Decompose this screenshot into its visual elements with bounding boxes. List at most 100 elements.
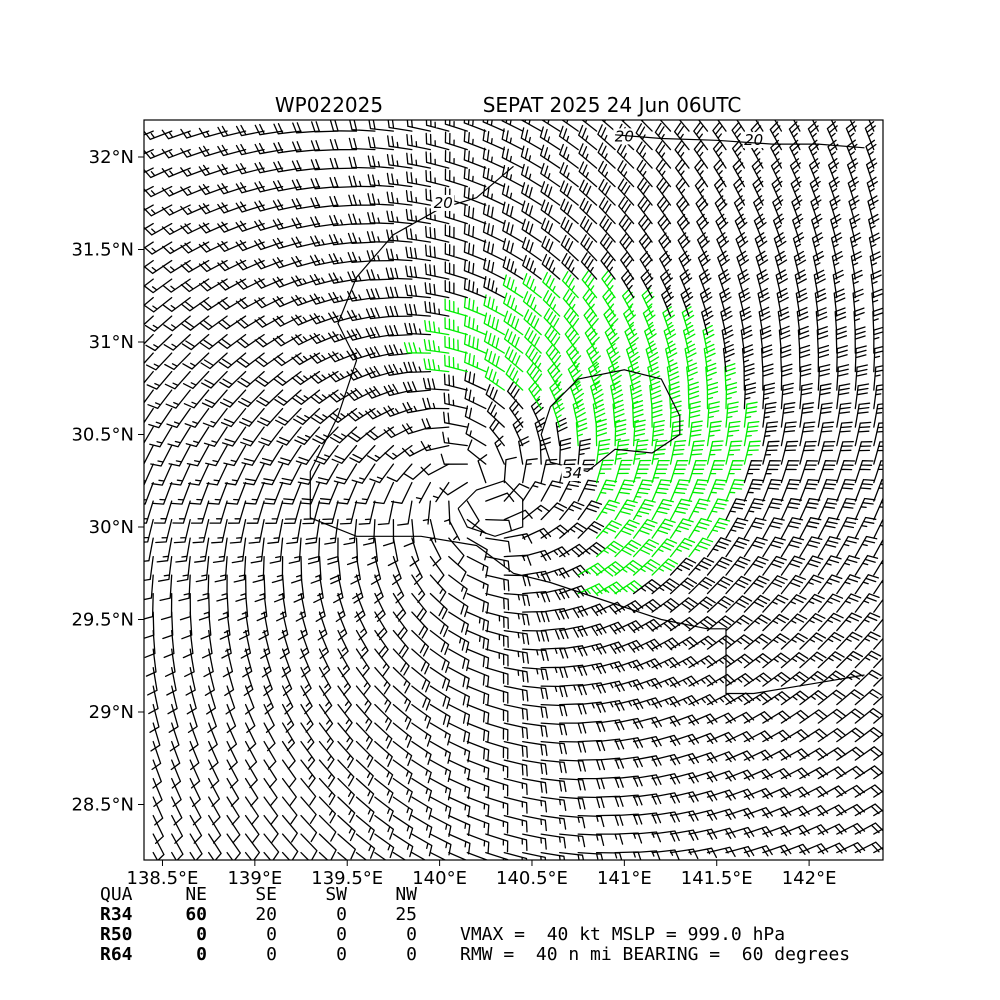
wind-barb bbox=[632, 479, 654, 502]
wind-barb bbox=[315, 592, 326, 622]
wind-barb bbox=[448, 833, 471, 855]
wind-barb bbox=[162, 278, 191, 293]
wind-barb bbox=[187, 703, 198, 734]
wind-barb bbox=[688, 732, 718, 744]
wind-barb bbox=[817, 536, 841, 558]
wind-barb bbox=[743, 691, 773, 706]
wind-barb bbox=[339, 500, 358, 525]
wind-barb bbox=[162, 259, 191, 274]
wind-barb bbox=[503, 740, 528, 758]
wind-barb bbox=[485, 518, 513, 532]
wind-barb bbox=[144, 611, 155, 639]
wind-barb bbox=[482, 120, 505, 132]
wind-barb bbox=[549, 380, 565, 410]
wind-barb bbox=[635, 141, 653, 169]
wind-barb bbox=[448, 703, 471, 726]
wind-barb bbox=[706, 498, 729, 521]
wind-barb bbox=[489, 418, 505, 447]
wind-barb bbox=[466, 500, 480, 530]
wind-barb bbox=[313, 444, 339, 465]
wind-barb bbox=[520, 145, 542, 169]
wind-barb bbox=[244, 796, 260, 825]
wind-barb bbox=[152, 796, 164, 826]
wind-barb bbox=[614, 499, 638, 521]
wind-barb bbox=[799, 651, 827, 669]
wind-barb bbox=[466, 685, 490, 706]
wind-barb bbox=[522, 481, 546, 502]
wind-barb bbox=[614, 479, 636, 502]
wind-barb bbox=[185, 426, 210, 448]
wind-barb bbox=[411, 814, 433, 839]
wind-barb bbox=[209, 500, 228, 524]
wind-barb bbox=[171, 814, 184, 844]
wind-barb bbox=[405, 265, 432, 280]
wind-barb bbox=[540, 814, 567, 830]
wind-barb bbox=[183, 389, 210, 409]
wind-barb bbox=[390, 481, 413, 504]
wind-barb bbox=[151, 740, 162, 771]
wind-barb bbox=[651, 558, 679, 576]
wind-barb bbox=[384, 324, 413, 337]
wind-barb bbox=[365, 326, 395, 339]
wind-barb bbox=[244, 481, 265, 505]
wind-barb bbox=[864, 121, 876, 151]
wind-barb bbox=[483, 330, 505, 354]
wind-barb bbox=[578, 179, 598, 206]
wind-barb bbox=[269, 537, 284, 564]
wind-barb bbox=[256, 389, 284, 407]
wind-barb bbox=[743, 826, 773, 838]
wind-barb bbox=[144, 463, 154, 486]
wind-barb bbox=[198, 203, 228, 215]
wind-barb bbox=[318, 722, 334, 751]
wind-barb bbox=[409, 537, 420, 567]
wind-barb bbox=[148, 407, 173, 429]
wind-barb bbox=[577, 562, 607, 576]
wind-barb bbox=[485, 384, 505, 410]
wind-barb bbox=[799, 670, 827, 687]
wind-barb bbox=[145, 333, 173, 352]
wind-barb bbox=[577, 521, 605, 539]
wind-barb bbox=[873, 384, 883, 410]
wind-barb bbox=[483, 312, 505, 336]
wind-barb bbox=[567, 361, 583, 391]
wind-barb bbox=[235, 201, 265, 213]
wind-barb bbox=[578, 161, 598, 188]
wind-barb bbox=[429, 666, 451, 692]
wind-barb bbox=[201, 370, 228, 389]
wind-barb bbox=[383, 363, 413, 376]
wind-barb bbox=[640, 120, 653, 132]
wind-barb bbox=[349, 120, 376, 132]
wind-barb bbox=[540, 524, 570, 539]
r34-sw: 0 bbox=[336, 904, 347, 925]
wind-barb bbox=[713, 158, 727, 188]
wind-barb bbox=[463, 204, 487, 225]
wind-barb bbox=[577, 739, 606, 752]
wind-barb bbox=[614, 580, 643, 595]
wind-barb bbox=[172, 500, 191, 524]
wind-barb bbox=[347, 270, 376, 283]
wind-barb bbox=[559, 814, 586, 829]
wind-barb bbox=[817, 670, 846, 687]
wind-barb bbox=[261, 648, 272, 678]
wind-barb bbox=[235, 220, 265, 232]
wind-barb bbox=[651, 498, 675, 521]
wind-barb bbox=[559, 543, 588, 558]
wind-barb bbox=[200, 352, 228, 370]
wind-barb bbox=[799, 402, 815, 428]
wind-barb bbox=[599, 233, 616, 262]
wind-barb bbox=[252, 555, 265, 583]
wind-barb bbox=[315, 463, 339, 485]
wind-barb bbox=[540, 759, 567, 774]
wind-barb bbox=[503, 759, 528, 777]
wind-barb bbox=[651, 773, 681, 785]
wind-barb bbox=[382, 518, 395, 547]
wind-barb bbox=[582, 288, 598, 317]
wind-barb bbox=[743, 363, 755, 391]
wind-barb bbox=[337, 722, 354, 751]
wind-barb bbox=[688, 420, 703, 447]
wind-barb bbox=[632, 518, 658, 539]
wind-barb bbox=[166, 407, 191, 429]
wind-barb bbox=[688, 479, 709, 502]
wind-barb bbox=[241, 444, 265, 466]
wind-barb bbox=[144, 241, 173, 255]
